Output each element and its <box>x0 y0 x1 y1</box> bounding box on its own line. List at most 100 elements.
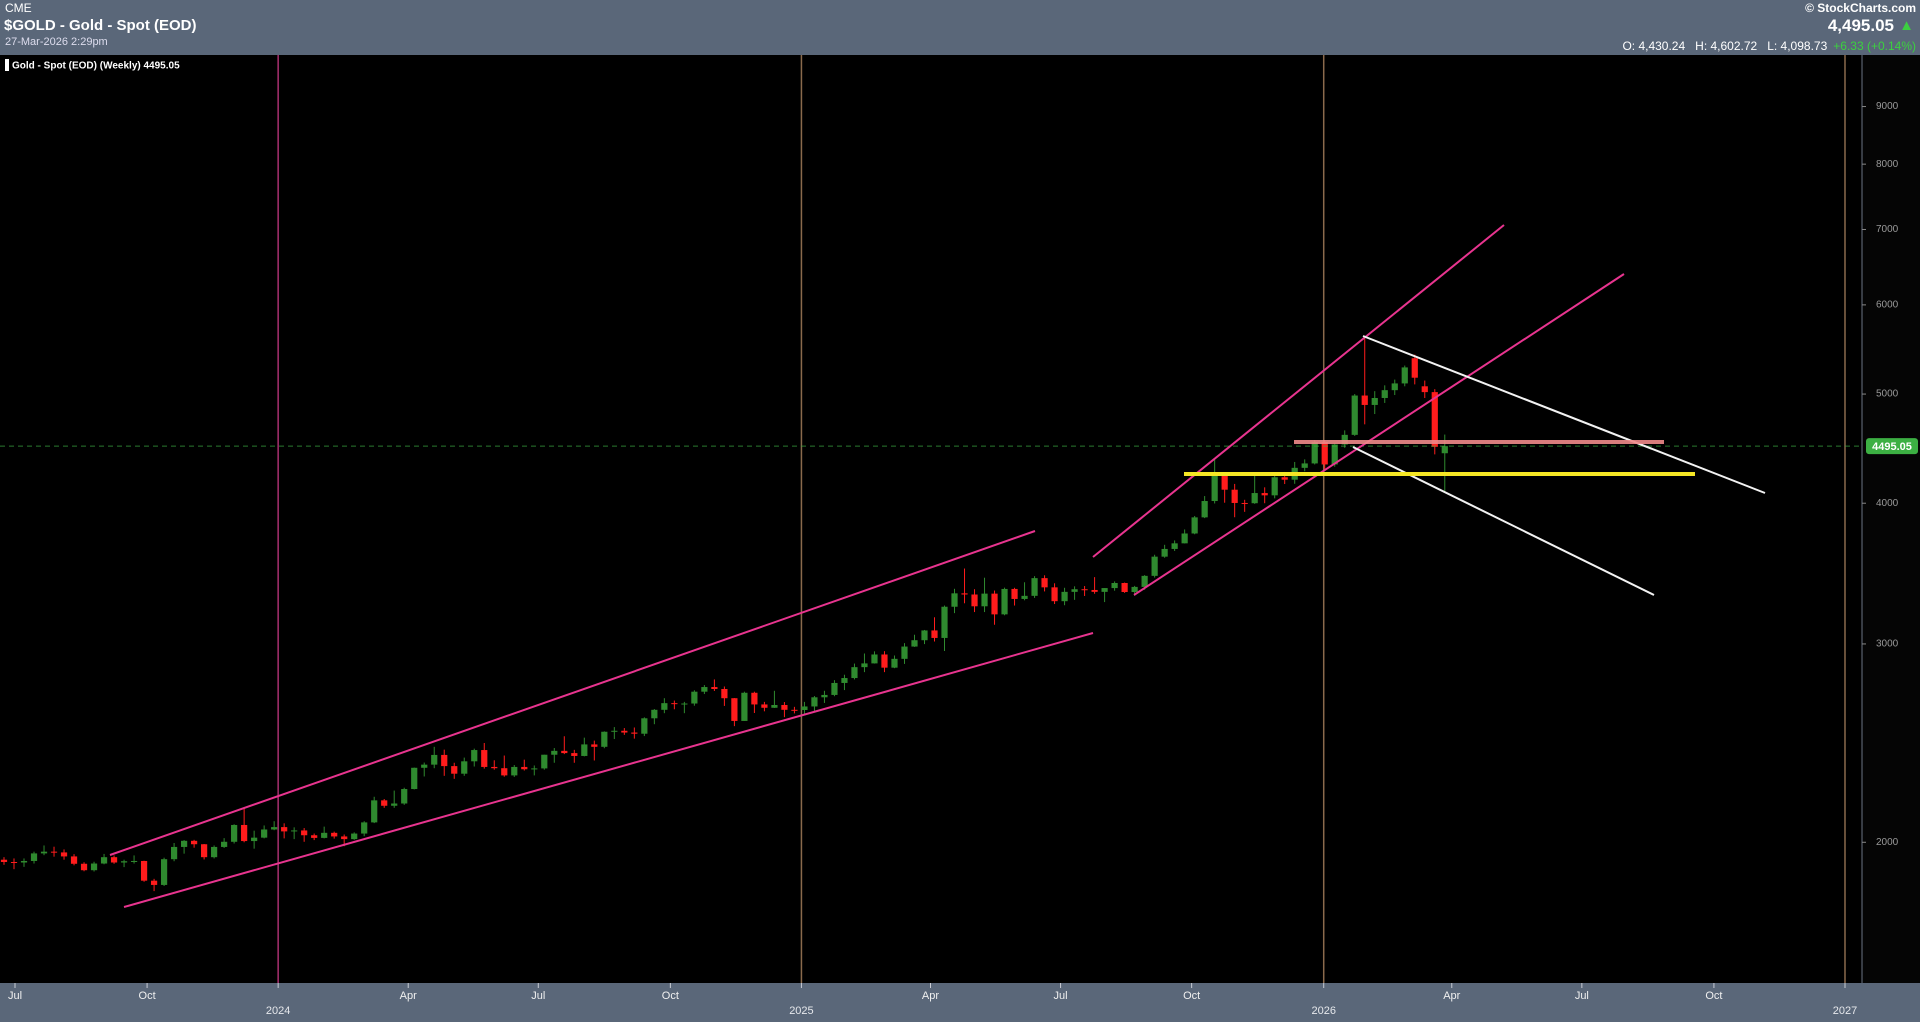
candle-body <box>150 880 158 885</box>
candle-body <box>80 863 88 871</box>
candle-body <box>611 730 618 732</box>
candle-body <box>1401 367 1408 384</box>
candle-body <box>591 744 598 747</box>
candle-body <box>981 593 988 607</box>
plot-area <box>0 55 1862 983</box>
y-axis-area <box>1862 55 1920 983</box>
candle-body <box>1141 575 1148 587</box>
candle-body <box>170 846 178 860</box>
candle-body <box>1331 444 1338 465</box>
candle-body <box>110 857 118 863</box>
candle-body <box>441 754 448 767</box>
candle-body <box>781 704 788 710</box>
candle-body <box>100 857 108 864</box>
up-arrow: ▲ <box>1899 17 1914 34</box>
candle-body <box>1341 434 1348 445</box>
change: +6.33 (+0.14%) <box>1833 39 1916 53</box>
candle-body <box>741 692 748 721</box>
x-year-label: 2027 <box>1833 1005 1857 1017</box>
candle-body <box>951 593 958 607</box>
candle-body <box>471 750 478 762</box>
candle-body <box>621 730 628 733</box>
candle-body <box>1231 489 1238 503</box>
ohlc-line: O: 4,430.24 H: 4,602.72 L: 4,098.73 +6.3… <box>1622 39 1916 53</box>
x-tick-label: Oct <box>139 990 156 1002</box>
candle-body <box>561 750 568 754</box>
candle-body <box>751 692 758 705</box>
candle-body <box>1211 473 1218 502</box>
x-tick-label: Apr <box>922 990 939 1002</box>
candle-body <box>661 703 668 710</box>
candle-body <box>311 835 318 838</box>
annotations <box>109 224 1766 908</box>
candle-body <box>731 698 738 721</box>
candle-body <box>10 861 18 863</box>
trend-line <box>109 530 1036 856</box>
candle-body <box>301 830 308 836</box>
candle-body <box>1261 493 1268 496</box>
last-price: 4,495.05 <box>1827 16 1894 35</box>
candle-body <box>531 768 538 770</box>
candle-body <box>811 697 818 707</box>
candle-body <box>491 766 498 769</box>
y-tick-label: 3000 <box>1876 639 1899 650</box>
y-tick-label: 8000 <box>1876 159 1899 170</box>
open: O: 4,430.24 <box>1622 39 1686 53</box>
candle-body <box>60 852 68 857</box>
high: H: 4,602.72 <box>1695 39 1758 53</box>
x-year-label: 2025 <box>789 1005 813 1017</box>
candle-body <box>291 830 298 832</box>
candle-body <box>881 654 888 668</box>
candle-body <box>1351 395 1358 435</box>
candle-body <box>1201 501 1208 518</box>
candle-body <box>581 744 588 756</box>
candle-body <box>251 837 258 842</box>
candle-body <box>851 667 858 679</box>
candle-body <box>140 860 148 881</box>
candle-body <box>1101 588 1108 592</box>
candle-body <box>711 687 718 689</box>
candle-body <box>50 851 58 853</box>
symbol: $GOLD - Gold - Spot (EOD) <box>4 17 197 34</box>
candle-body <box>160 859 168 885</box>
y-tick-label: 5000 <box>1876 389 1899 400</box>
legend-label: Gold - Spot (EOD) (Weekly) 4495.05 <box>12 61 180 72</box>
last-price-label: 4495.05 <box>1872 441 1912 453</box>
candle-body <box>911 640 918 647</box>
candle-body <box>1221 473 1228 490</box>
y-tick-label: 7000 <box>1876 224 1899 235</box>
candle-body <box>861 663 868 668</box>
candle-body <box>1151 556 1158 576</box>
candle-body <box>70 856 78 864</box>
candle-body <box>20 860 28 863</box>
candle-body <box>1301 463 1308 468</box>
candle-body <box>551 750 558 755</box>
trend-line <box>1092 224 1505 558</box>
candle-body <box>191 840 198 845</box>
candle-body <box>1241 502 1248 504</box>
candle-body <box>361 822 368 834</box>
candle-body <box>451 766 458 774</box>
candle-body <box>371 800 378 823</box>
candle-body <box>231 824 238 842</box>
candle-body <box>1371 397 1378 405</box>
candle-body <box>401 789 408 804</box>
candle-body <box>1191 517 1198 534</box>
candle-body <box>1001 588 1008 615</box>
candle-body <box>541 754 548 769</box>
candle-body <box>1081 589 1088 591</box>
candle-body <box>1121 583 1128 593</box>
candle-body <box>841 678 848 683</box>
candle-body <box>1061 591 1068 602</box>
candle-body <box>221 841 228 847</box>
candle-body <box>941 606 948 638</box>
low: L: 4,098.73 <box>1767 39 1828 53</box>
candle-body <box>691 691 698 704</box>
candle-body <box>761 704 768 708</box>
header: CME $GOLD - Gold - Spot (EOD) 27-Mar-202… <box>0 0 1920 55</box>
candle-body <box>1311 442 1318 464</box>
x-tick-label: Jul <box>1054 990 1068 1002</box>
x-tick-label: Jul <box>531 990 545 1002</box>
candle-body <box>1171 543 1178 549</box>
candle-body <box>1071 589 1078 592</box>
